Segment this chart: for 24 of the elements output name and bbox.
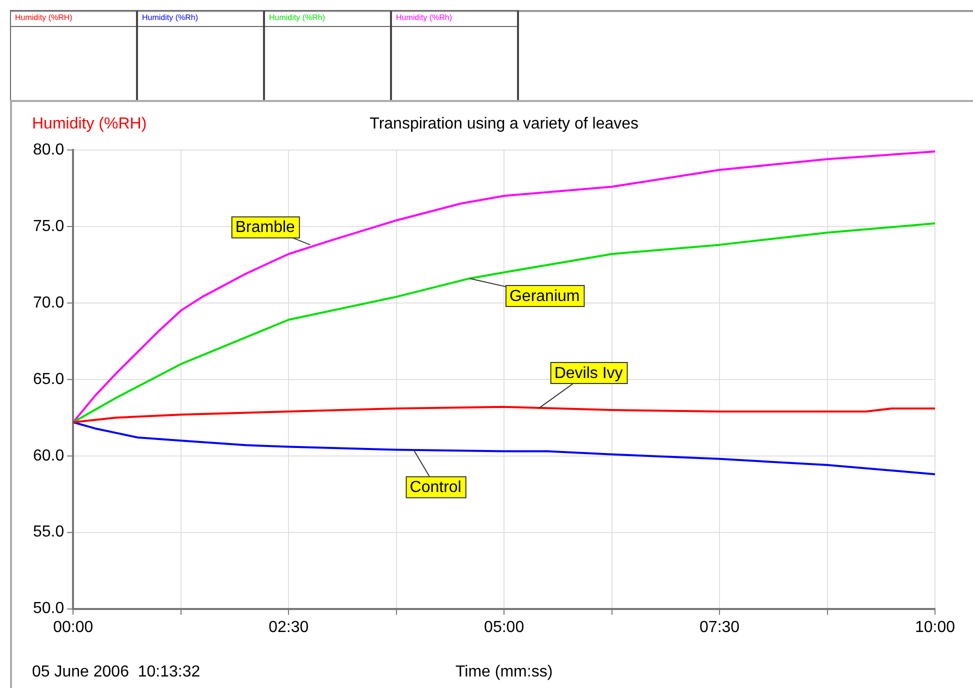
text: Humidity (%RH)	[11, 11, 136, 27]
annotation: Bramble	[235, 219, 296, 236]
x-tick-label: 05:00	[484, 618, 524, 636]
annotation: Devils Ivy	[554, 364, 623, 382]
y-tick-label: 80.0	[33, 141, 64, 158]
y-tick-label: 65.0	[33, 370, 64, 388]
text: Humidity (%Rh)	[392, 11, 517, 27]
y-tick-label: 50.0	[33, 600, 64, 618]
x-tick-label: 00:00	[53, 618, 94, 636]
annotation: Control	[410, 479, 462, 496]
y-tick-label: 55.0	[33, 524, 64, 541]
x-tick-label: 07:30	[700, 618, 740, 636]
x-tick-label: 10:00	[914, 618, 956, 636]
text: Humidity (%Rh)	[265, 11, 390, 27]
x-axis-title: Time (mm:ss)	[455, 663, 553, 680]
y-tick-label: 60.0	[33, 447, 64, 464]
annotation: Geranium	[509, 288, 580, 305]
y-axis-title: Humidity (%RH)	[32, 115, 147, 132]
chart-title: Transpiration using a variety of leaves	[370, 115, 639, 132]
y-tick-label: 75.0	[33, 218, 64, 235]
y-tick-label: 70.0	[33, 294, 64, 312]
text: 05 June 2006 10:13:32	[32, 663, 200, 680]
x-tick-label: 02:30	[268, 618, 309, 636]
text: Humidity (%Rh)	[138, 11, 263, 27]
